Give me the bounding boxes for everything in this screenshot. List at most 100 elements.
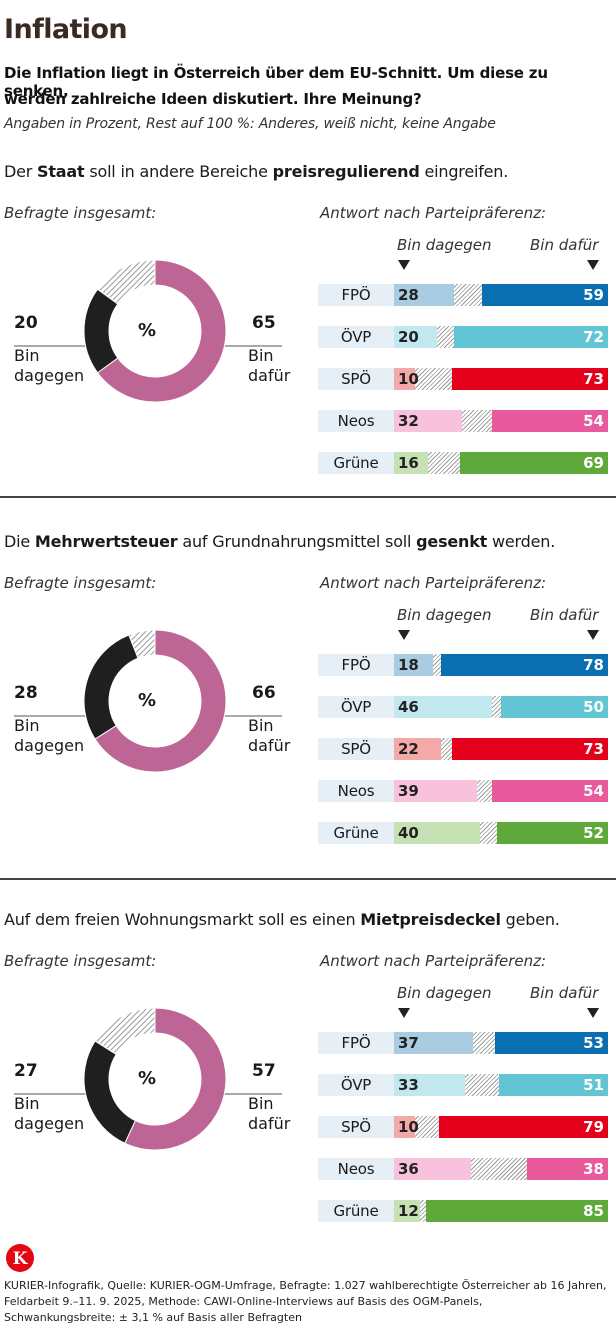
bar-rest xyxy=(415,1116,439,1138)
question-emphasis: Mietpreisdeckel xyxy=(360,910,501,929)
bar-against xyxy=(394,1158,471,1180)
bar-against-value: 16 xyxy=(398,454,419,472)
total-for-label: Bin dafür xyxy=(248,1094,290,1134)
question-text: Auf dem freien Wohnungsmarkt soll es ein… xyxy=(4,910,560,929)
bar-for-value: 79 xyxy=(583,1118,604,1136)
total-for-label: Bin dafür xyxy=(248,716,290,756)
label-by-party: Antwort nach Parteipräferenz: xyxy=(320,574,547,592)
total-for-value: 65 xyxy=(252,313,276,333)
total-for-value: 66 xyxy=(252,683,276,703)
logo-letter: K xyxy=(13,1249,29,1269)
party-label: Grüne xyxy=(318,822,394,844)
total-against-value: 27 xyxy=(14,1061,38,1081)
total-for-label: Bin dafür xyxy=(248,346,290,386)
bar-rest xyxy=(441,738,452,760)
bar-for-value: 85 xyxy=(583,1202,604,1220)
header-against: Bin dagegen xyxy=(397,606,492,624)
bin-text: Bin xyxy=(248,346,274,365)
party-row: SPÖ 22 73 xyxy=(318,738,608,760)
bar-against xyxy=(394,822,480,844)
party-label: FPÖ xyxy=(318,1032,394,1054)
bar-against xyxy=(394,368,415,390)
bin-text: Bin xyxy=(248,1094,274,1113)
bar-rest xyxy=(420,1200,426,1222)
bar-for-value: 78 xyxy=(583,656,604,674)
bar-for-value: 59 xyxy=(583,286,604,304)
donut-chart xyxy=(83,1007,227,1151)
question-segment: Auf dem freien Wohnungsmarkt soll es ein… xyxy=(4,910,361,929)
bar-for-value: 53 xyxy=(583,1034,604,1052)
question-segment: eingreifen. xyxy=(419,162,509,181)
party-label: ÖVP xyxy=(318,326,394,348)
party-label: FPÖ xyxy=(318,284,394,306)
donut-slice-for xyxy=(124,1007,227,1151)
kurier-logo: K xyxy=(6,1244,34,1272)
bar-against xyxy=(394,738,441,760)
survey-section-1: Der Staat soll in andere Bereiche preisr… xyxy=(0,162,616,492)
question-segment: werden. xyxy=(487,532,556,551)
bar-for xyxy=(460,452,608,474)
bar-against-value: 46 xyxy=(398,698,419,716)
total-against-label: Bin dagegen xyxy=(14,1094,84,1134)
donut-chart xyxy=(83,629,227,773)
bar-for-value: 52 xyxy=(583,824,604,842)
dafuer-text: dafür xyxy=(248,736,291,755)
total-against-value: 28 xyxy=(14,683,38,703)
bar-rest xyxy=(437,326,454,348)
question-emphasis: preisregulierend xyxy=(272,162,420,181)
donut-slice-against xyxy=(83,1040,137,1144)
bar-for xyxy=(499,1074,608,1096)
bar-against-value: 36 xyxy=(398,1160,419,1178)
bar-against-value: 10 xyxy=(398,1118,419,1136)
arrow-down-icon xyxy=(398,630,410,640)
donut-slice-against xyxy=(83,634,139,740)
party-label: Grüne xyxy=(318,1200,394,1222)
donut-slice-rest xyxy=(94,1007,156,1056)
kurier-logo-icon: K xyxy=(13,1249,29,1269)
party-row: Neos 36 38 xyxy=(318,1158,608,1180)
bar-rest xyxy=(433,654,441,676)
percent-symbol: % xyxy=(138,1068,157,1089)
party-label: Neos xyxy=(318,410,394,432)
bar-against xyxy=(394,1032,473,1054)
section-divider xyxy=(0,496,616,498)
bar-for xyxy=(452,368,608,390)
label-total: Befragte insgesamt: xyxy=(4,574,157,592)
bar-rest xyxy=(454,284,482,306)
bar-for xyxy=(452,738,608,760)
bar-against xyxy=(394,1074,465,1096)
party-label: SPÖ xyxy=(318,738,394,760)
bar-for xyxy=(426,1200,608,1222)
label-total: Befragte insgesamt: xyxy=(4,952,157,970)
bar-against-value: 37 xyxy=(398,1034,419,1052)
label-total: Befragte insgesamt: xyxy=(4,204,157,222)
party-row: Neos 32 54 xyxy=(318,410,608,432)
bar-for xyxy=(497,822,608,844)
donut-slice-for xyxy=(94,629,227,773)
bar-against-value: 28 xyxy=(398,286,419,304)
footer-line-2: Feldarbeit 9.–11. 9. 2025, Methode: CAWI… xyxy=(4,1295,483,1308)
header-against: Bin dagegen xyxy=(397,236,492,254)
bar-against-value: 39 xyxy=(398,782,419,800)
bar-rest xyxy=(492,696,501,718)
total-for-value: 57 xyxy=(252,1061,276,1081)
bar-rest xyxy=(471,1158,527,1180)
party-row: Grüne 12 85 xyxy=(318,1200,608,1222)
bar-for-value: 73 xyxy=(583,740,604,758)
party-row: ÖVP 20 72 xyxy=(318,326,608,348)
footer-line-3: Schwankungsbreite: ± 3,1 % auf Basis all… xyxy=(4,1311,302,1324)
bar-for xyxy=(527,1158,608,1180)
bar-for-value: 69 xyxy=(583,454,604,472)
question-segment: geben. xyxy=(500,910,560,929)
bar-for-value: 38 xyxy=(583,1160,604,1178)
party-row: Neos 39 54 xyxy=(318,780,608,802)
bar-against xyxy=(394,410,462,432)
dagegen-text: dagegen xyxy=(14,736,85,755)
donut-chart xyxy=(83,259,227,403)
label-by-party: Antwort nach Parteipräferenz: xyxy=(320,952,547,970)
arrow-down-icon xyxy=(398,1008,410,1018)
total-against-label: Bin dagegen xyxy=(14,716,84,756)
bin-text: Bin xyxy=(14,346,40,365)
total-against-label: Bin dagegen xyxy=(14,346,84,386)
bar-for-value: 50 xyxy=(583,698,604,716)
